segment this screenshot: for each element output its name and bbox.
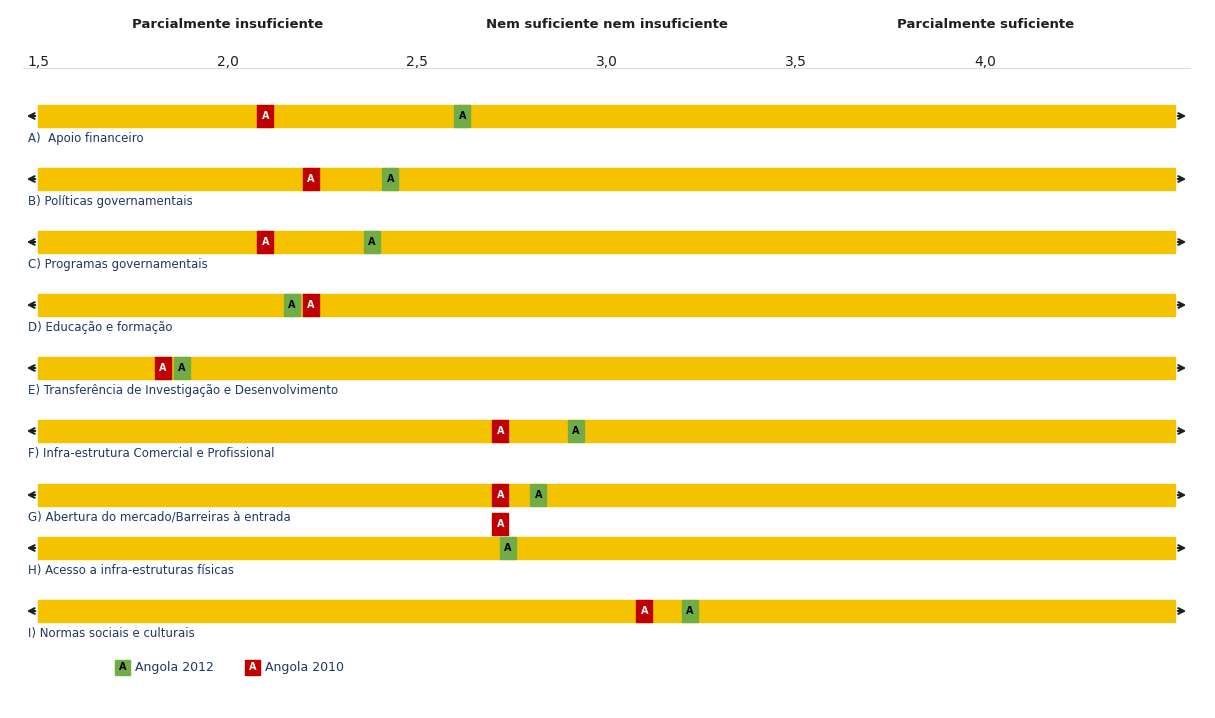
- Text: A: A: [497, 426, 504, 436]
- Bar: [492, 484, 508, 506]
- Bar: [303, 294, 318, 316]
- Bar: [156, 357, 171, 379]
- Bar: [383, 168, 399, 190]
- Text: H) Acesso a infra-estruturas físicas: H) Acesso a infra-estruturas físicas: [28, 564, 234, 577]
- Bar: [499, 537, 516, 559]
- Text: 3,5: 3,5: [785, 55, 807, 69]
- Text: Angola 2010: Angola 2010: [265, 661, 344, 674]
- Text: A: A: [119, 663, 126, 673]
- Bar: [245, 660, 260, 675]
- Text: A: A: [459, 111, 467, 121]
- Text: C) Programas governamentais: C) Programas governamentais: [28, 258, 208, 271]
- Bar: [303, 168, 318, 190]
- Text: A: A: [261, 111, 270, 121]
- Bar: [38, 231, 1175, 253]
- Bar: [682, 600, 697, 622]
- Text: A: A: [368, 237, 375, 247]
- Bar: [492, 420, 508, 442]
- Bar: [454, 105, 470, 127]
- Text: 3,0: 3,0: [595, 55, 617, 69]
- Text: Parcialmente suficiente: Parcialmente suficiente: [897, 18, 1074, 31]
- Text: A: A: [504, 543, 512, 553]
- Bar: [38, 420, 1175, 442]
- Text: 4,0: 4,0: [974, 55, 996, 69]
- Text: A: A: [249, 663, 256, 673]
- Text: A: A: [159, 363, 166, 373]
- Text: A)  Apoio financeiro: A) Apoio financeiro: [28, 132, 143, 145]
- Bar: [258, 231, 273, 253]
- Bar: [38, 537, 1175, 559]
- Bar: [38, 357, 1175, 379]
- Text: 2,0: 2,0: [216, 55, 238, 69]
- Bar: [174, 357, 190, 379]
- Text: A: A: [288, 300, 295, 310]
- Text: I) Normas sociais e culturais: I) Normas sociais e culturais: [28, 627, 194, 640]
- Bar: [530, 484, 547, 506]
- Text: A: A: [535, 490, 542, 500]
- Bar: [363, 231, 379, 253]
- Text: A: A: [307, 300, 315, 310]
- Bar: [637, 600, 652, 622]
- Text: 1,5: 1,5: [27, 55, 49, 69]
- Bar: [38, 600, 1175, 622]
- Bar: [569, 420, 584, 442]
- Text: B) Políticas governamentais: B) Políticas governamentais: [28, 195, 193, 208]
- Text: G) Abertura do mercado/Barreiras à entrada: G) Abertura do mercado/Barreiras à entra…: [28, 511, 290, 524]
- Text: F) Infra-estrutura Comercial e Profissional: F) Infra-estrutura Comercial e Profissio…: [28, 447, 275, 460]
- Text: E) Transferência de Investigação e Desenvolvimento: E) Transferência de Investigação e Desen…: [28, 384, 338, 397]
- Text: A: A: [640, 606, 648, 616]
- Text: A: A: [686, 606, 694, 616]
- Text: Parcialmente insuficiente: Parcialmente insuficiente: [132, 18, 323, 31]
- Bar: [492, 513, 508, 535]
- Text: A: A: [261, 237, 270, 247]
- Text: Nem suficiente nem insuficiente: Nem suficiente nem insuficiente: [486, 18, 728, 31]
- Bar: [38, 168, 1175, 190]
- Bar: [38, 294, 1175, 316]
- Bar: [284, 294, 300, 316]
- Text: 2,5: 2,5: [406, 55, 428, 69]
- Bar: [38, 484, 1175, 506]
- Text: A: A: [497, 519, 504, 529]
- Text: A: A: [497, 490, 504, 500]
- Text: A: A: [179, 363, 186, 373]
- Text: A: A: [572, 426, 580, 436]
- Text: Angola 2012: Angola 2012: [135, 661, 214, 674]
- Bar: [115, 660, 130, 675]
- Bar: [258, 105, 273, 127]
- Bar: [38, 105, 1175, 127]
- Text: A: A: [307, 174, 315, 184]
- Text: A: A: [386, 174, 394, 184]
- Text: D) Educação e formação: D) Educação e formação: [28, 321, 173, 334]
